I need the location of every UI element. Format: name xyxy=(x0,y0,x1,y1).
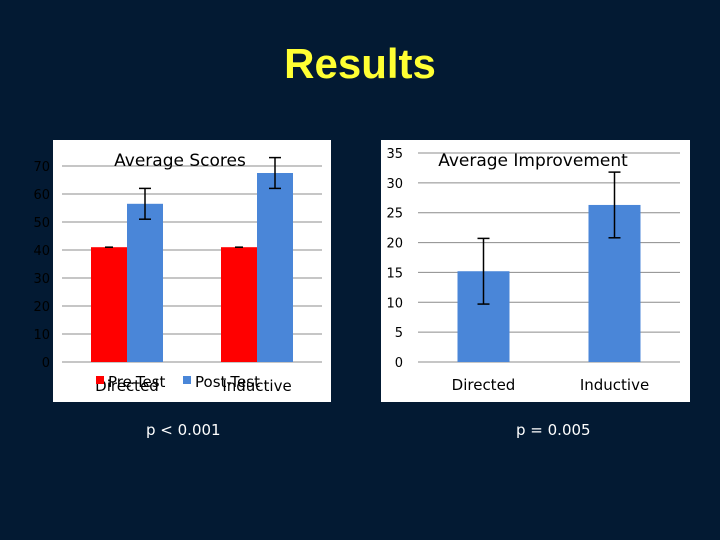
y-tick-label: 50 xyxy=(33,216,50,231)
y-tick-label: 35 xyxy=(386,147,403,162)
chart-panel xyxy=(381,140,690,402)
y-tick-label: 60 xyxy=(33,188,50,203)
y-tick-label: 0 xyxy=(42,356,50,371)
bar xyxy=(221,247,257,362)
p-value-left: p < 0.001 xyxy=(146,421,221,439)
y-tick-label: 10 xyxy=(33,328,50,343)
y-tick-label: 20 xyxy=(33,300,50,315)
legend-label: Post-Test xyxy=(195,373,260,391)
x-tick-label: Inductive xyxy=(580,376,649,394)
p-value-right: p = 0.005 xyxy=(516,421,591,439)
x-tick-label: Inductive xyxy=(222,377,291,395)
x-axis-tick-labels: Directed Inductive xyxy=(452,376,650,394)
bars xyxy=(91,173,293,362)
slide-title: Results xyxy=(284,40,436,87)
x-tick-label: Directed xyxy=(452,376,516,394)
y-tick-label: 5 xyxy=(395,326,403,341)
legend: Pre-Test Post-Test xyxy=(96,373,260,391)
y-tick-label: 20 xyxy=(386,237,403,252)
legend-swatch xyxy=(183,376,191,384)
y-axis-tick-labels: 0 5 10 15 20 25 30 35 xyxy=(386,147,403,371)
y-tick-label: 40 xyxy=(33,244,50,259)
y-tick-label: 25 xyxy=(386,207,403,222)
error-bars xyxy=(105,156,281,248)
y-tick-label: 10 xyxy=(386,296,403,311)
y-tick-label: 30 xyxy=(33,272,50,287)
y-tick-label: 0 xyxy=(395,356,403,371)
bar xyxy=(257,173,293,362)
chart-title: Average Improvement xyxy=(438,151,628,171)
x-tick-label: Directed xyxy=(95,377,159,395)
bar xyxy=(91,247,127,362)
error-bars xyxy=(477,171,621,305)
bar xyxy=(127,203,163,362)
legend-swatch xyxy=(96,376,104,384)
x-axis-tick-labels: Directed Inductive xyxy=(95,377,292,395)
legend-label: Pre-Test xyxy=(108,373,166,391)
chart-title: Average Scores xyxy=(114,151,246,171)
y-axis-tick-labels: 0 10 20 30 40 50 60 70 xyxy=(33,160,50,371)
y-tick-label: 15 xyxy=(386,266,403,281)
y-tick-label: 70 xyxy=(33,160,50,175)
y-tick-label: 30 xyxy=(386,177,403,192)
